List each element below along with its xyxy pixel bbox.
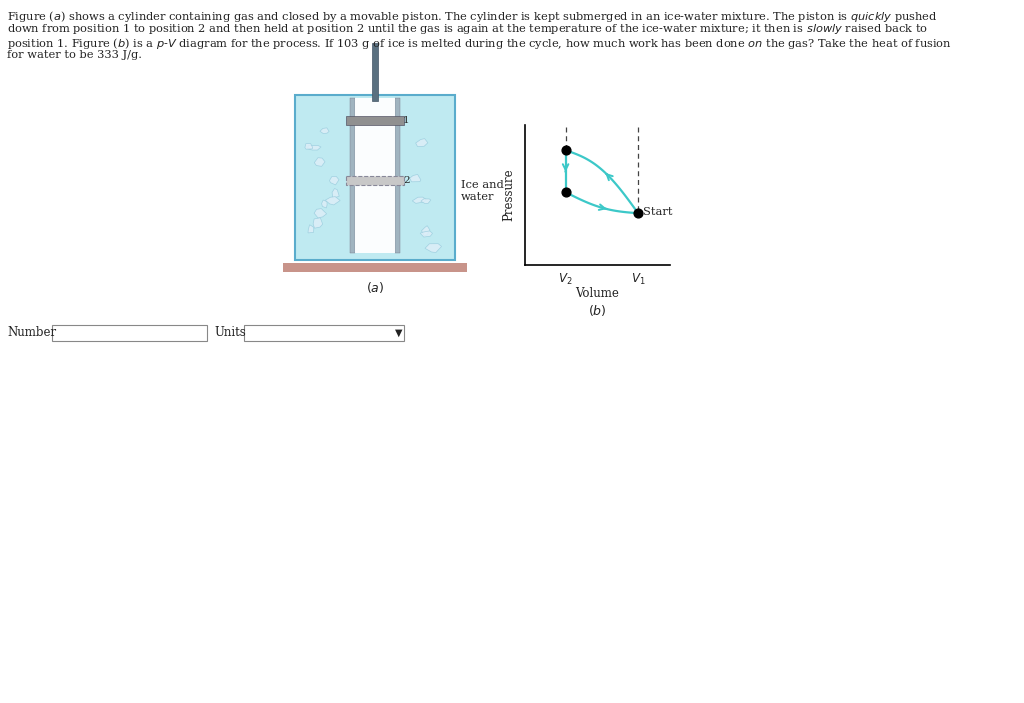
Text: ▼: ▼ bbox=[395, 328, 402, 338]
Text: 1: 1 bbox=[403, 116, 410, 125]
Polygon shape bbox=[420, 231, 432, 237]
Bar bbox=[244, 325, 404, 341]
Text: $V_2$: $V_2$ bbox=[558, 272, 572, 287]
Point bbox=[630, 207, 646, 219]
Polygon shape bbox=[410, 174, 421, 182]
Polygon shape bbox=[326, 197, 340, 205]
Text: position 1. Figure ($b$) is a $p$-$V$ diagram for the process. If 103 g of ice i: position 1. Figure ($b$) is a $p$-$V$ di… bbox=[7, 36, 951, 51]
Point bbox=[557, 186, 573, 198]
Text: Start: Start bbox=[643, 207, 673, 217]
Text: $(b)$: $(b)$ bbox=[588, 303, 607, 318]
Polygon shape bbox=[322, 200, 327, 208]
Point bbox=[557, 145, 573, 156]
Text: $V_1$: $V_1$ bbox=[631, 272, 645, 287]
Text: Pressure: Pressure bbox=[503, 169, 515, 221]
Bar bbox=[295, 95, 455, 260]
Polygon shape bbox=[416, 138, 428, 147]
Bar bbox=[283, 263, 467, 272]
Polygon shape bbox=[319, 128, 329, 134]
Polygon shape bbox=[422, 226, 430, 236]
Polygon shape bbox=[308, 225, 313, 233]
Polygon shape bbox=[305, 143, 312, 149]
Polygon shape bbox=[307, 146, 321, 150]
Text: $(a)$: $(a)$ bbox=[366, 280, 384, 295]
Polygon shape bbox=[313, 218, 323, 228]
Polygon shape bbox=[332, 188, 339, 198]
Polygon shape bbox=[314, 157, 325, 167]
Text: Volume: Volume bbox=[575, 287, 620, 300]
Bar bbox=[355, 98, 395, 253]
Bar bbox=[395, 98, 400, 253]
Text: Ice and
water: Ice and water bbox=[461, 179, 504, 202]
Text: Number: Number bbox=[7, 326, 56, 340]
Text: Figure ($a$) shows a cylinder containing gas and closed by a movable piston. The: Figure ($a$) shows a cylinder containing… bbox=[7, 9, 938, 24]
Bar bbox=[296, 96, 454, 259]
Bar bbox=[346, 176, 404, 185]
Bar bbox=[346, 116, 404, 125]
Text: 2: 2 bbox=[403, 176, 410, 185]
Polygon shape bbox=[330, 176, 339, 185]
Text: Units: Units bbox=[214, 326, 246, 340]
Polygon shape bbox=[425, 244, 441, 252]
Bar bbox=[350, 98, 355, 253]
Text: for water to be 333 J/g.: for water to be 333 J/g. bbox=[7, 49, 142, 60]
Bar bbox=[372, 43, 378, 101]
Bar bbox=[52, 325, 207, 341]
Polygon shape bbox=[314, 209, 327, 218]
Text: down from position 1 to position 2 and then held at position 2 until the gas is : down from position 1 to position 2 and t… bbox=[7, 22, 928, 37]
Polygon shape bbox=[413, 197, 426, 203]
Polygon shape bbox=[421, 199, 431, 204]
